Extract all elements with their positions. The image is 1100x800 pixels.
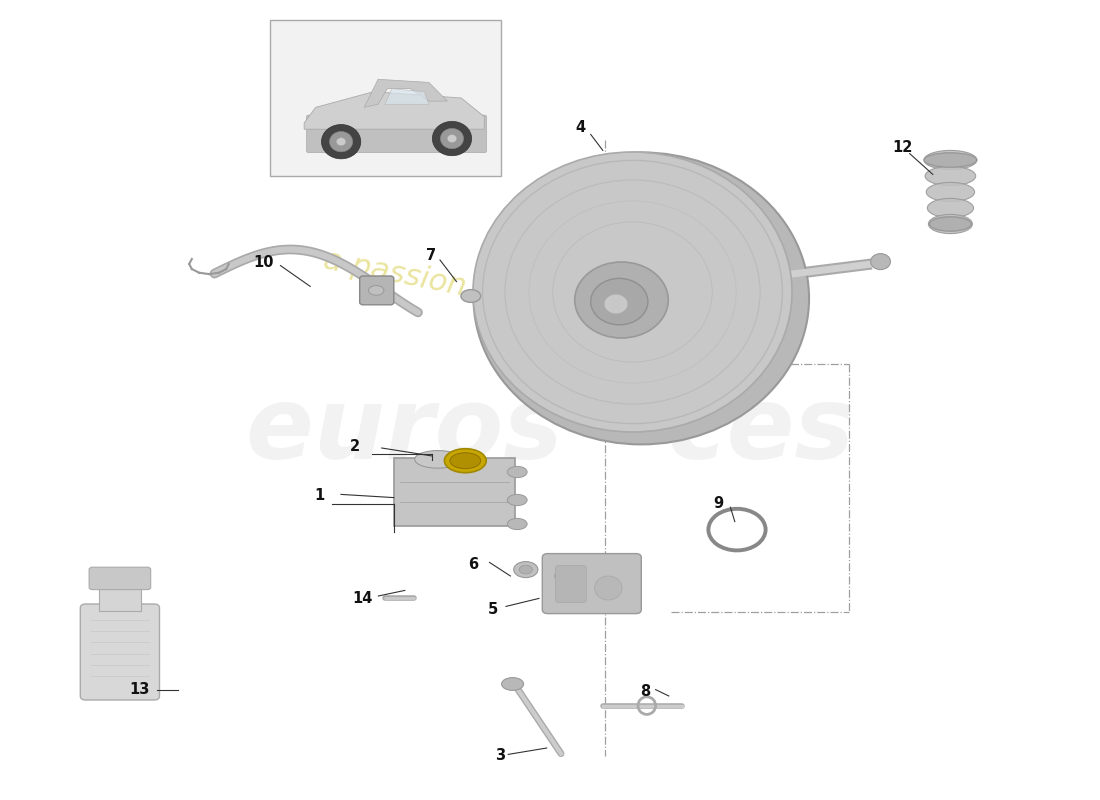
Text: 6: 6 — [468, 558, 478, 572]
Text: 1: 1 — [314, 489, 324, 503]
Bar — [99, 584, 141, 611]
Ellipse shape — [337, 138, 345, 146]
Text: 3: 3 — [495, 749, 506, 763]
Ellipse shape — [415, 450, 461, 468]
Ellipse shape — [514, 562, 538, 578]
Ellipse shape — [502, 678, 524, 690]
FancyBboxPatch shape — [556, 566, 586, 602]
Ellipse shape — [595, 576, 623, 600]
Ellipse shape — [330, 131, 353, 152]
Polygon shape — [304, 92, 484, 130]
Polygon shape — [385, 89, 429, 104]
FancyBboxPatch shape — [80, 604, 160, 700]
Ellipse shape — [927, 198, 974, 218]
Ellipse shape — [444, 449, 486, 473]
Text: 5: 5 — [487, 602, 498, 617]
Bar — [270, 20, 500, 176]
Text: 9: 9 — [713, 497, 724, 511]
Ellipse shape — [432, 122, 472, 156]
Ellipse shape — [925, 166, 976, 186]
Ellipse shape — [321, 138, 483, 151]
Text: 7: 7 — [426, 249, 437, 263]
Ellipse shape — [440, 129, 463, 149]
Ellipse shape — [473, 152, 810, 444]
Ellipse shape — [461, 290, 481, 302]
Ellipse shape — [554, 571, 568, 581]
Ellipse shape — [448, 134, 456, 142]
Text: 10: 10 — [254, 255, 274, 270]
Ellipse shape — [368, 286, 384, 295]
Text: a passion for parts since 1985: a passion for parts since 1985 — [321, 246, 779, 362]
Ellipse shape — [871, 254, 890, 270]
Ellipse shape — [574, 262, 668, 338]
Text: 12: 12 — [892, 141, 912, 155]
Ellipse shape — [924, 153, 977, 167]
FancyBboxPatch shape — [360, 276, 394, 305]
Ellipse shape — [591, 278, 648, 325]
Ellipse shape — [450, 453, 481, 469]
Ellipse shape — [930, 217, 971, 231]
Ellipse shape — [473, 152, 792, 432]
Ellipse shape — [321, 125, 361, 159]
Ellipse shape — [507, 466, 527, 478]
Text: euros   ces: euros ces — [246, 383, 854, 481]
Ellipse shape — [928, 214, 972, 234]
Text: 14: 14 — [353, 591, 373, 606]
FancyBboxPatch shape — [89, 567, 151, 590]
Text: 13: 13 — [130, 682, 150, 697]
Ellipse shape — [604, 294, 628, 314]
Polygon shape — [394, 458, 515, 526]
Polygon shape — [364, 79, 448, 107]
Ellipse shape — [926, 182, 975, 202]
Ellipse shape — [549, 568, 573, 584]
Text: 4: 4 — [575, 121, 586, 135]
Ellipse shape — [507, 494, 527, 506]
Text: 2: 2 — [350, 439, 361, 454]
Text: 8: 8 — [640, 685, 651, 699]
FancyBboxPatch shape — [542, 554, 641, 614]
Ellipse shape — [519, 565, 532, 574]
Ellipse shape — [924, 150, 977, 170]
Ellipse shape — [507, 518, 527, 530]
FancyBboxPatch shape — [307, 115, 486, 153]
